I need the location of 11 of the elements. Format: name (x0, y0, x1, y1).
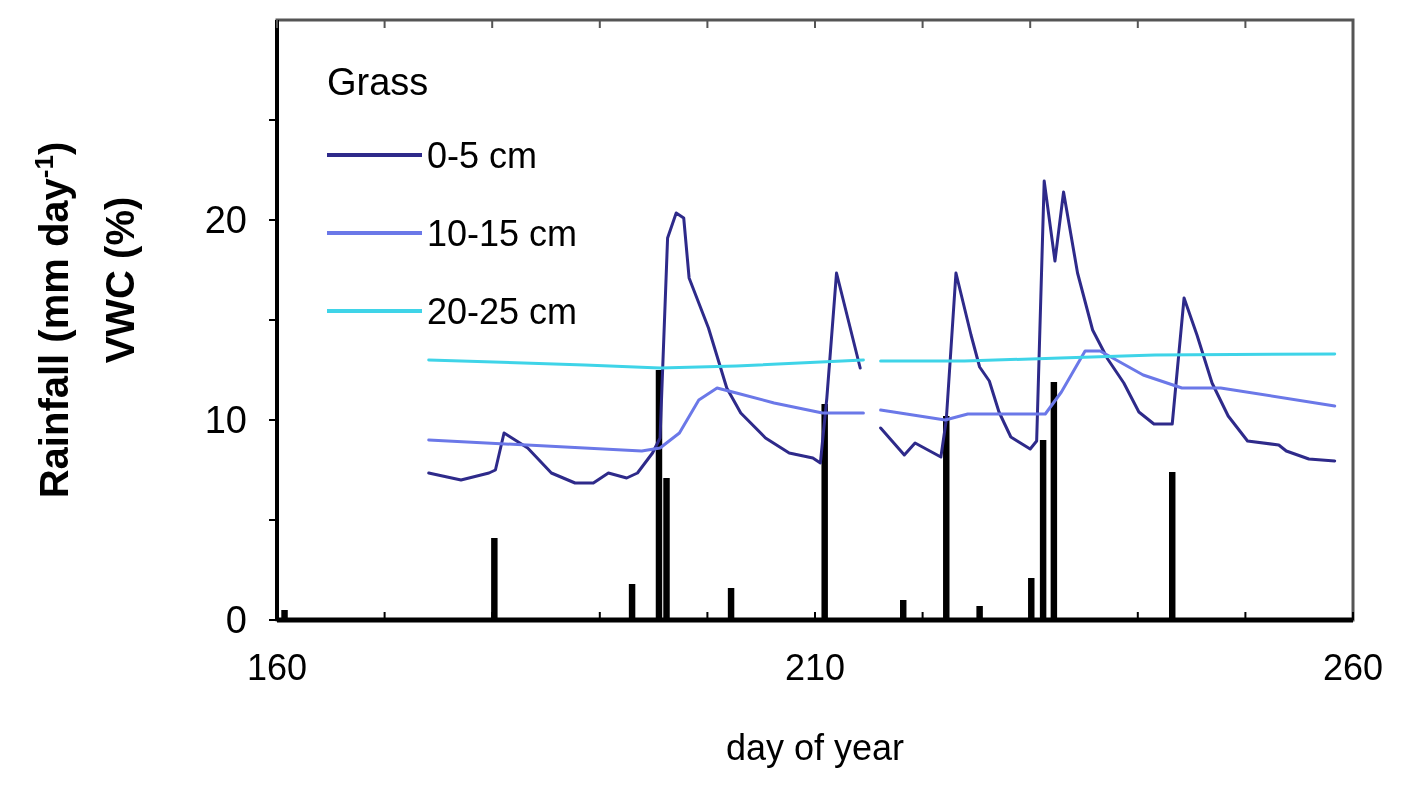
x-axis-title: day of year (725, 727, 905, 768)
y-tick-label: 20 (204, 199, 247, 242)
legend-label: 20-25 cm (427, 290, 578, 332)
legend-title: Grass (327, 61, 429, 103)
legend-label: 0-5 cm (427, 134, 538, 176)
legend-label: 10-15 cm (427, 212, 578, 254)
x-tick-label: 160 (246, 647, 308, 688)
x-tick-label: 210 (784, 647, 846, 688)
y-tick-label: 10 (204, 399, 247, 442)
y-tick-label: 0 (225, 599, 247, 642)
x-tick-label: 260 (1322, 647, 1384, 688)
